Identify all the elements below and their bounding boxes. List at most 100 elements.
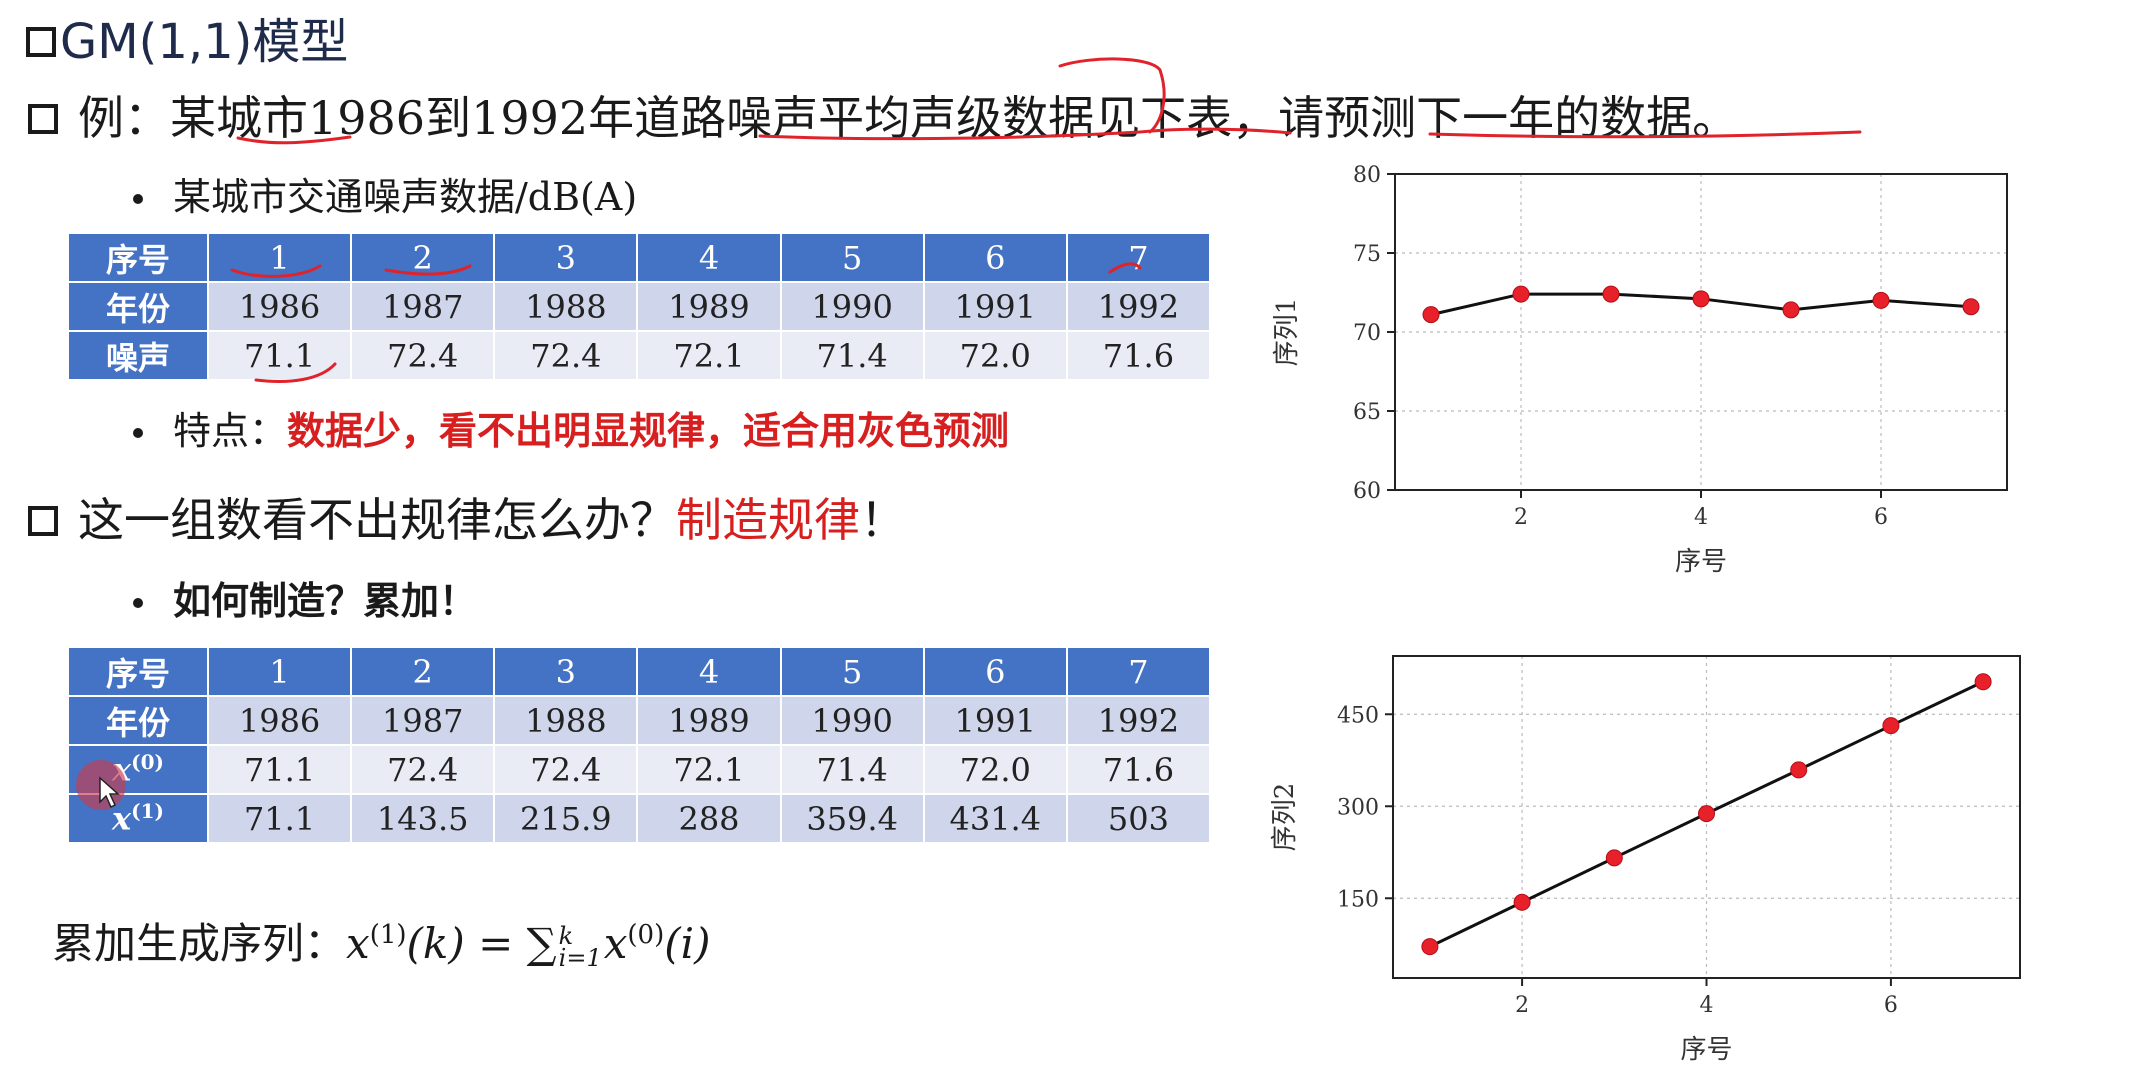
example-line: 例：某城市1986到1992年道路噪声平均声级数据见下表，请预测下一年的数据。 (28, 82, 1738, 148)
x-axis-label: 序号 (1675, 547, 1727, 577)
y-tick-label: 70 (1353, 321, 1381, 346)
table-cell: 1992 (1065, 695, 1212, 746)
feature-text: 数据少，看不出明显规律，适合用灰色预测 (287, 408, 1010, 453)
table-cell: 71.1 (206, 744, 353, 795)
data-point (1692, 290, 1710, 308)
table-cell: 1987 (350, 281, 496, 332)
table-cell: 1991 (922, 695, 1068, 746)
table-header-row: 序号 1 2 3 4 5 6 7 (67, 646, 1212, 697)
feature-label: 特点： (173, 409, 288, 453)
data-point (1422, 306, 1440, 324)
table-header-cell: 3 (493, 232, 639, 283)
bullet-dot-icon (133, 597, 143, 608)
row-label: 年份 (67, 281, 209, 332)
question-answer: 制造规律 (676, 493, 860, 547)
table-header-cell: 4 (636, 646, 782, 697)
accumulated-line-chart: 2 4 6 150 300 450 序号 序列2 (1270, 655, 2021, 1065)
table1-caption-line: 某城市交通噪声数据/dB(A) (133, 166, 637, 221)
accumulation-table: 序号 1 2 3 4 5 6 7 年份 1986 1987 1988 1989 … (67, 646, 1212, 844)
x-tick-label: 6 (1874, 505, 1888, 530)
data-point (1790, 761, 1808, 779)
data-point (1605, 849, 1623, 867)
table-cell: 72.4 (493, 744, 639, 795)
table-cell: 1991 (922, 281, 1068, 332)
checkbox-bullet-icon (28, 104, 58, 134)
pointer-highlight (76, 760, 126, 810)
noise-line-chart: 2 4 6 60 65 70 75 80 序号 序列1 (1272, 163, 2008, 577)
y-tick-label: 450 (1337, 703, 1379, 728)
table-row: x(0) 71.1 72.4 72.4 72.1 71.4 72.0 71.6 (67, 744, 1212, 795)
table-header-cell: 7 (1065, 646, 1212, 697)
table-cell: 1992 (1065, 281, 1212, 332)
data-point (1882, 717, 1900, 735)
table-header-cell: 6 (922, 646, 1068, 697)
x-tick-label: 4 (1694, 505, 1708, 530)
table-header-cell: 5 (779, 646, 925, 697)
data-point (1872, 291, 1890, 309)
table-cell: 1990 (779, 281, 925, 332)
table-cell: 71.6 (1065, 744, 1212, 795)
table-cell: 72.4 (350, 744, 496, 795)
bullet-dot-icon (133, 193, 143, 204)
table-header-cell: 4 (636, 232, 782, 283)
y-tick-label: 65 (1353, 400, 1381, 425)
table-header-cell: 7 (1065, 232, 1212, 283)
how-text: 如何制造？累加！ (173, 578, 478, 623)
row-label: 噪声 (67, 330, 209, 381)
table-cell: 72.4 (493, 330, 639, 381)
table-cell: 72.0 (922, 744, 1068, 795)
question-exclaim: ！ (860, 493, 906, 547)
table-header-cell: 6 (922, 232, 1068, 283)
table-row: 年份 1986 1987 1988 1989 1990 1991 1992 (67, 695, 1212, 746)
data-point (1962, 298, 1980, 316)
checkbox-bullet-icon (26, 27, 56, 57)
table-cell: 1989 (636, 695, 782, 746)
question-line: 这一组数看不出规律怎么办？制造规律！ (28, 484, 906, 550)
table-cell: 1989 (636, 281, 782, 332)
accumulation-formula: x(1)(k) = ∑ k i=1 x(0)(i) (346, 919, 711, 972)
table-cell: 71.4 (779, 744, 925, 795)
row-label: 年份 (67, 695, 209, 746)
y-tick-label: 60 (1353, 479, 1381, 504)
table-header-cell: 3 (493, 646, 639, 697)
table-cell: 72.1 (636, 330, 782, 381)
table-cell: 431.4 (922, 793, 1068, 844)
table-header-cell: 2 (350, 646, 496, 697)
table1-caption: 某城市交通噪声数据/dB(A) (173, 175, 638, 219)
y-tick-label: 150 (1337, 887, 1379, 912)
how-line: 如何制造？累加！ (133, 570, 477, 625)
table-cell: 71.4 (779, 330, 925, 381)
data-point (1698, 805, 1715, 823)
table-cell: 143.5 (350, 793, 496, 844)
table-cell: 359.4 (779, 793, 925, 844)
title-text: GM(1,1)模型 (60, 14, 349, 70)
table-cell: 215.9 (493, 793, 639, 844)
table-header-row: 序号 1 2 3 4 5 6 7 (67, 232, 1212, 283)
formula-line: 累加生成序列：x(1)(k) = ∑ k i=1 x(0)(i) (52, 910, 710, 971)
data-point (1602, 285, 1620, 303)
y-tick-label: 80 (1353, 163, 1381, 188)
data-point (1421, 938, 1439, 956)
table-cell: 1990 (779, 695, 925, 746)
data-point (1974, 673, 1992, 691)
table-cell: 503 (1065, 793, 1212, 844)
table-cell: 71.1 (206, 793, 353, 844)
table-cell: 72.0 (922, 330, 1068, 381)
x-tick-label: 2 (1514, 505, 1528, 530)
y-tick-label: 300 (1337, 795, 1379, 820)
data-point (1782, 301, 1800, 319)
data-point (1513, 893, 1531, 911)
table-row: 年份 1986 1987 1988 1989 1990 1991 1992 (67, 281, 1212, 332)
table-cell: 1986 (206, 695, 353, 746)
bullet-dot-icon (133, 427, 143, 438)
table-row: 噪声 71.1 72.4 72.4 72.1 71.4 72.0 71.6 (67, 330, 1212, 381)
table-header-cell: 序号 (67, 646, 209, 697)
table-cell: 71.6 (1065, 330, 1212, 381)
data-point (1512, 285, 1530, 303)
x-axis-label: 序号 (1680, 1035, 1732, 1065)
y-tick-label: 75 (1353, 242, 1381, 267)
x-tick-label: 4 (1700, 993, 1714, 1018)
table-header-cell: 序号 (67, 232, 209, 283)
y-axis-label: 序列2 (1270, 783, 1300, 852)
example-prefix: 例： (78, 91, 170, 145)
